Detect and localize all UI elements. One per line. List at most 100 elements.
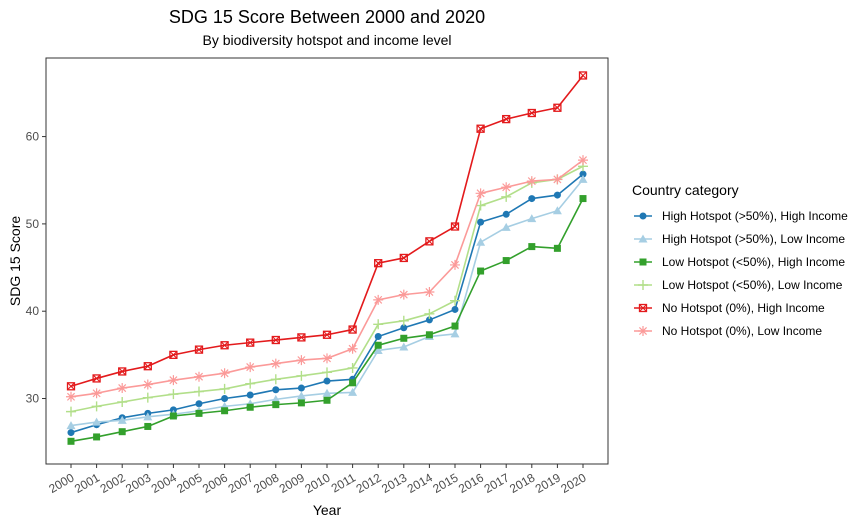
data-point	[527, 108, 536, 118]
marker-box	[450, 222, 460, 231]
data-point	[297, 399, 305, 407]
series-4	[66, 71, 588, 391]
data-point	[194, 345, 204, 354]
marker-star	[296, 355, 307, 366]
data-point	[118, 428, 126, 436]
data-point	[194, 371, 204, 382]
data-point	[117, 383, 128, 394]
data-point	[322, 388, 332, 397]
marker-circle	[451, 305, 459, 313]
marker-star	[347, 343, 358, 354]
marker-star	[526, 176, 537, 187]
data-point	[374, 333, 382, 341]
marker-x	[476, 124, 485, 133]
marker-square	[639, 258, 647, 266]
legend-item: No Hotspot (0%), Low Income	[634, 324, 822, 338]
marker-circle	[425, 316, 433, 324]
data-point	[117, 397, 128, 408]
marker-circle	[477, 218, 485, 226]
marker-triangle	[578, 174, 588, 183]
data-point	[93, 433, 101, 441]
legend-key-marker	[639, 258, 647, 266]
data-point	[552, 206, 562, 215]
y-tick-label: 50	[26, 217, 40, 231]
chart-title: SDG 15 Score Between 2000 and 2020	[169, 7, 485, 27]
data-point	[501, 191, 512, 202]
marker-triangle	[117, 415, 127, 424]
marker-circle	[374, 333, 382, 341]
marker-circle	[272, 386, 280, 394]
marker-circle	[579, 170, 587, 178]
data-point	[271, 335, 280, 345]
data-point	[168, 389, 179, 400]
marker-triangle	[638, 234, 648, 243]
marker-x	[143, 362, 152, 371]
data-point	[579, 170, 587, 178]
marker-square	[502, 257, 510, 265]
legend-key-marker	[638, 234, 648, 243]
marker-box	[92, 374, 101, 383]
data-point	[347, 362, 358, 373]
legend-title: Country category	[632, 182, 739, 198]
data-point	[373, 319, 384, 330]
data-point	[219, 368, 230, 379]
legend-label: Low Hotspot (<50%), High Income	[662, 255, 845, 269]
marker-circle	[221, 395, 229, 403]
marker-x	[639, 304, 647, 312]
data-point	[527, 214, 537, 223]
data-point	[374, 341, 382, 349]
marker-plus	[66, 406, 76, 417]
x-tick-label: 2020	[558, 470, 588, 496]
data-point	[553, 244, 561, 252]
marker-box	[638, 303, 648, 313]
marker-box	[246, 338, 255, 347]
series-layer	[66, 71, 588, 445]
marker-box	[578, 71, 588, 80]
data-point	[221, 407, 229, 415]
data-point	[553, 103, 562, 112]
marker-square	[553, 244, 561, 252]
data-point	[399, 342, 409, 351]
data-point	[67, 437, 75, 445]
data-point	[451, 322, 459, 330]
marker-x	[425, 237, 434, 246]
data-point	[451, 305, 459, 313]
marker-box	[348, 325, 357, 334]
data-point	[66, 421, 76, 430]
data-point	[219, 383, 230, 394]
data-point	[322, 353, 332, 364]
marker-plus	[117, 397, 128, 408]
y-axis: 30 40 50 60	[26, 130, 46, 406]
marker-triangle	[271, 394, 281, 403]
marker-x	[502, 115, 511, 124]
marker-triangle	[373, 345, 383, 354]
marker-triangle	[143, 412, 153, 421]
data-point	[399, 253, 408, 263]
marker-square	[349, 379, 357, 387]
data-point	[270, 374, 281, 385]
marker-square	[374, 341, 382, 349]
marker-plus	[91, 401, 102, 412]
marker-x	[527, 109, 536, 117]
chart-subtitle: By biodiversity hotspot and income level	[202, 32, 451, 48]
data-point	[246, 391, 254, 399]
marker-box	[476, 124, 485, 133]
marker-triangle	[399, 342, 409, 351]
data-point	[272, 401, 280, 409]
marker-box	[374, 259, 383, 268]
data-point	[194, 386, 204, 397]
marker-star	[450, 259, 460, 270]
marker-triangle	[527, 214, 537, 223]
marker-x	[92, 374, 101, 383]
data-point	[374, 259, 383, 268]
data-point	[425, 331, 433, 339]
marker-box	[271, 335, 280, 345]
marker-star	[501, 182, 512, 193]
data-point	[501, 182, 512, 193]
legend-item: Low Hotspot (<50%), Low Income	[634, 278, 843, 292]
data-point	[424, 308, 435, 319]
marker-box	[297, 333, 306, 342]
legend-item: High Hotspot (>50%), High Income	[634, 209, 848, 223]
marker-star	[578, 155, 588, 166]
